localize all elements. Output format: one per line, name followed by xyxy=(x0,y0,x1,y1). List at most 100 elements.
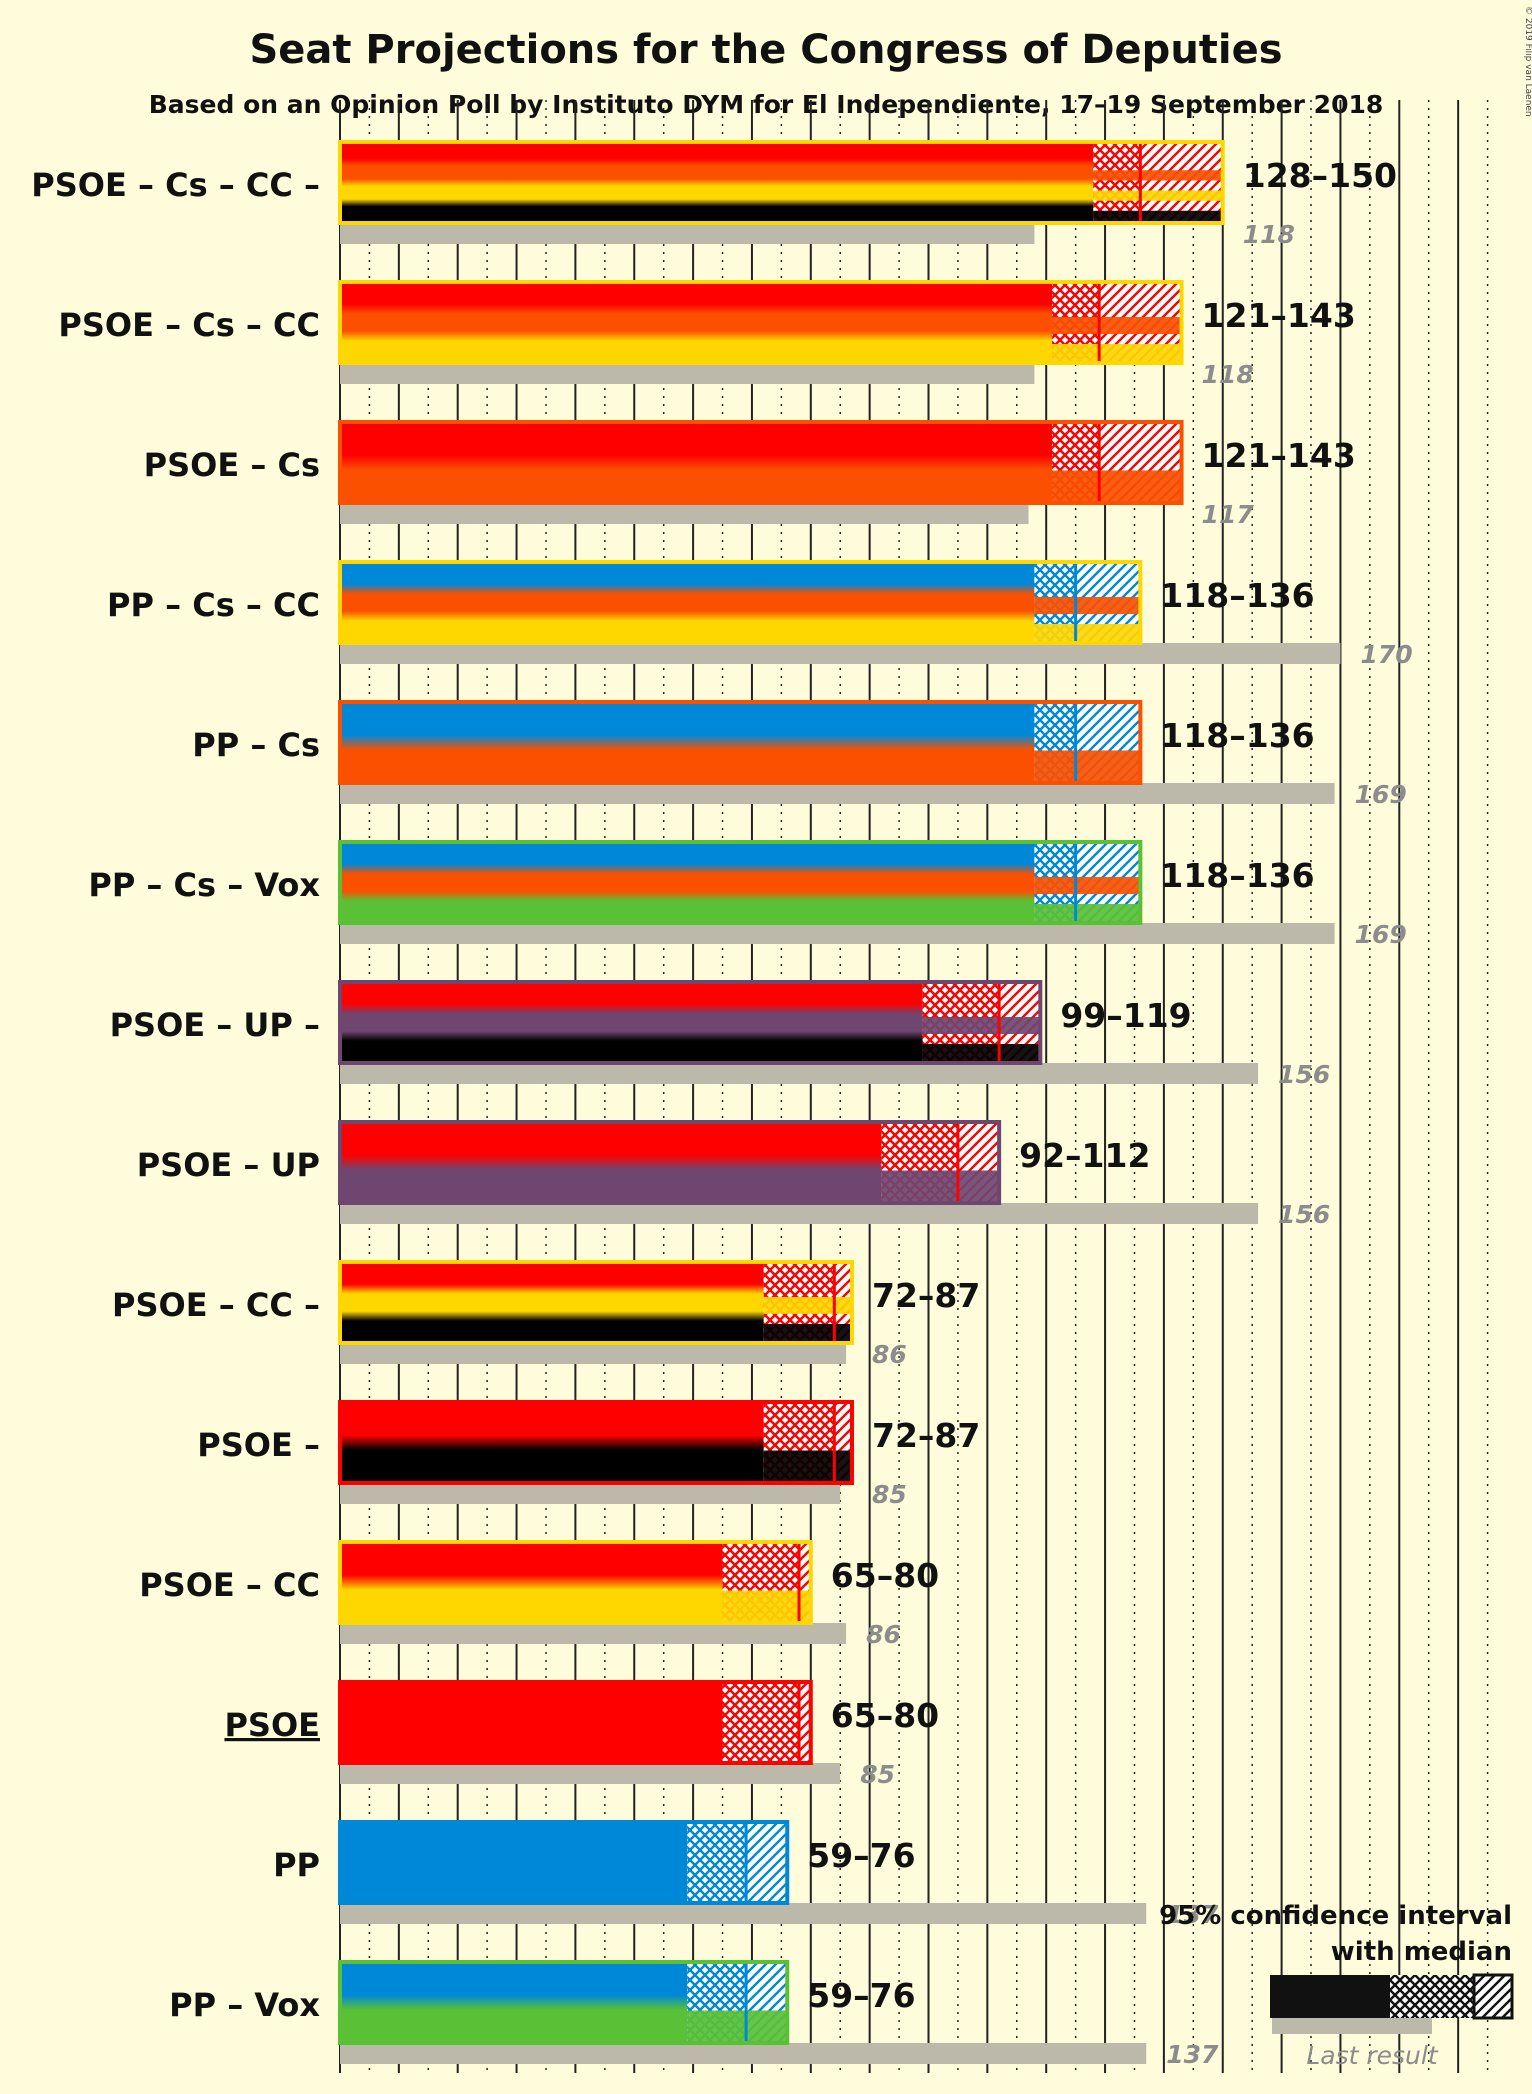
last-result-bar xyxy=(340,1903,1147,1924)
ci-solid-bar xyxy=(340,1122,882,1203)
last-result-bar xyxy=(340,1203,1259,1224)
ci-party-stripe xyxy=(1034,877,1141,894)
ci-solid-bar xyxy=(340,842,1035,923)
legend-solid-box xyxy=(1270,1975,1390,2018)
copyright-note: © 2019 Filip van Laenen xyxy=(1523,6,1532,117)
ci-party-stripe xyxy=(763,1324,852,1341)
range-label: 65–80 xyxy=(831,1696,939,1735)
ci-solid-bar xyxy=(340,422,1053,503)
last-result-bar xyxy=(340,783,1335,804)
range-label: 118–136 xyxy=(1160,576,1314,615)
last-result-label: 117 xyxy=(1202,500,1255,529)
chart-title: Seat Projections for the Congress of Dep… xyxy=(249,27,1282,73)
ci-solid-bar xyxy=(340,1682,723,1763)
legend-title-line1: 95% confidence interval xyxy=(1159,1901,1512,1931)
last-result-label: 85 xyxy=(872,1480,907,1509)
legend: 95% confidence interval with median Last… xyxy=(1159,1901,1514,2070)
legend-diagonal-box xyxy=(1472,1973,1514,2020)
row-group: PSOE – CC 65–80 86 xyxy=(139,1540,939,1649)
bar-outline xyxy=(338,1120,1002,1205)
range-label: 72–87 xyxy=(872,1416,980,1455)
last-result-bar xyxy=(340,1763,841,1784)
last-result-bar xyxy=(340,1343,847,1364)
ci-party-stripe xyxy=(1034,597,1141,614)
last-result-label: 137 xyxy=(1166,2040,1219,2069)
last-result-bar xyxy=(340,643,1341,664)
ci-lower-interval xyxy=(722,1682,800,1763)
ci-solid-bar xyxy=(340,1402,764,1483)
category-label: PP – Cs – CC xyxy=(107,586,320,624)
category-label: PSOE – UP xyxy=(137,1146,320,1184)
range-label: 121–143 xyxy=(1202,436,1356,475)
ci-solid-bar xyxy=(340,702,1035,783)
ci-solid-bar xyxy=(340,562,1035,643)
row-group: PP 59–76 137 xyxy=(273,1820,1219,1929)
legend-last-result-bar xyxy=(1272,2018,1432,2034)
last-result-label: 118 xyxy=(1202,360,1254,389)
row-group: PSOE 65–80 85 xyxy=(224,1680,939,1789)
last-result-label: 169 xyxy=(1355,780,1407,809)
ci-party-stripe xyxy=(763,1450,852,1481)
bar-outline xyxy=(338,980,1043,1065)
category-label: PSOE – xyxy=(197,1426,320,1464)
last-result-label: 170 xyxy=(1360,640,1412,669)
ci-solid-bar xyxy=(340,1822,688,1903)
ci-party-stripe xyxy=(1093,190,1223,201)
range-label: 59–76 xyxy=(807,1976,915,2015)
category-label: PSOE – Cs – CC xyxy=(58,306,320,344)
ci-solid-bar xyxy=(340,1962,688,2043)
ci-party-stripe xyxy=(922,1017,1041,1034)
row-group: PSOE – UP – 99–119 156 xyxy=(110,980,1330,1089)
row-group: PP – Vox 59–76 137 xyxy=(169,1960,1219,2069)
ci-upper-interval xyxy=(746,1822,788,1903)
ci-party-stripe xyxy=(1052,470,1182,501)
last-result-bar xyxy=(340,1623,847,1644)
bar-outline xyxy=(338,1540,813,1625)
range-label: 118–136 xyxy=(1160,856,1314,895)
range-label: 118–136 xyxy=(1160,716,1314,755)
ci-party-stripe xyxy=(1034,750,1141,781)
last-result-bar xyxy=(340,363,1035,384)
row-group: PP – Cs – Vox 118–136 169 xyxy=(88,840,1407,949)
ci-upper-interval xyxy=(799,1542,811,1623)
last-result-label: 86 xyxy=(866,1620,901,1649)
ci-upper-interval xyxy=(799,1682,811,1763)
category-label: PSOE – CC xyxy=(139,1566,320,1604)
ci-solid-bar xyxy=(340,1542,723,1623)
row-group: PSOE – Cs 121–143 117 xyxy=(144,420,1356,529)
ci-party-stripe xyxy=(1052,344,1182,361)
category-label: PP – Vox xyxy=(169,1986,320,2024)
row-group: PSOE – Cs – CC – 128–150 118 xyxy=(31,140,1397,249)
row-group: PSOE – UP 92–112 156 xyxy=(137,1120,1330,1229)
row-group: PSOE – 72–87 85 xyxy=(197,1400,980,1509)
bar-outline xyxy=(338,280,1184,365)
range-label: 65–80 xyxy=(831,1556,939,1595)
ci-party-stripe xyxy=(1034,904,1141,921)
last-result-label: 118 xyxy=(1243,220,1295,249)
last-result-label: 169 xyxy=(1355,920,1407,949)
ci-lower-interval xyxy=(687,1822,747,1903)
category-label: PSOE – Cs xyxy=(144,446,320,484)
range-label: 121–143 xyxy=(1202,296,1356,335)
category-label: PSOE xyxy=(224,1706,320,1744)
category-label: PP – Cs xyxy=(192,726,320,764)
range-label: 92–112 xyxy=(1019,1136,1150,1175)
range-label: 128–150 xyxy=(1243,156,1397,195)
legend-title-line2: with median xyxy=(1331,1937,1512,1967)
chart-subtitle: Based on an Opinion Poll by Instituto DY… xyxy=(149,90,1384,119)
row-group: PP – Cs – CC 118–136 170 xyxy=(107,560,1413,669)
range-label: 99–119 xyxy=(1060,996,1191,1035)
ci-lower-interval xyxy=(1093,142,1141,223)
row-group: PSOE – Cs – CC 121–143 118 xyxy=(58,280,1356,389)
ci-party-stripe xyxy=(1093,170,1223,181)
bar-outline xyxy=(338,560,1143,645)
last-result-label: 156 xyxy=(1278,1200,1330,1229)
ci-party-stripe xyxy=(1093,210,1223,221)
bar-outline xyxy=(338,1680,813,1765)
ci-party-stripe xyxy=(687,2010,788,2041)
ci-upper-interval xyxy=(1140,142,1223,223)
last-result-bar xyxy=(340,2043,1147,2064)
ci-solid-bar xyxy=(340,142,1094,223)
